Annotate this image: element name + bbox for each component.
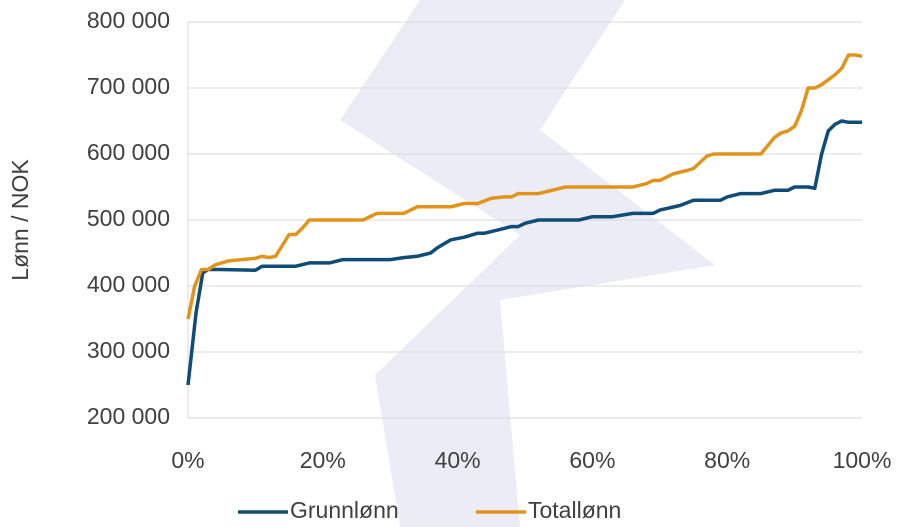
x-tick-label: 20%	[300, 447, 346, 473]
y-tick-label: 600 000	[87, 139, 170, 165]
x-tick-label: 0%	[171, 447, 204, 473]
y-axis-label: Lønn / NOK	[7, 159, 33, 281]
x-tick-label: 80%	[704, 447, 750, 473]
y-tick-label: 800 000	[87, 7, 170, 33]
y-tick-label: 500 000	[87, 205, 170, 231]
legend-label: Grunnlønn	[290, 497, 399, 523]
y-tick-label: 300 000	[87, 337, 170, 363]
y-tick-label: 200 000	[87, 403, 170, 429]
watermark	[340, 0, 715, 527]
y-tick-label: 400 000	[87, 271, 170, 297]
y-tick-label: 700 000	[87, 73, 170, 99]
x-tick-label: 60%	[569, 447, 615, 473]
x-tick-label: 40%	[435, 447, 481, 473]
line	[186, 119, 862, 386]
x-tick-label: 100%	[833, 447, 892, 473]
legend-label: Totallønn	[528, 497, 621, 523]
line	[186, 53, 863, 320]
